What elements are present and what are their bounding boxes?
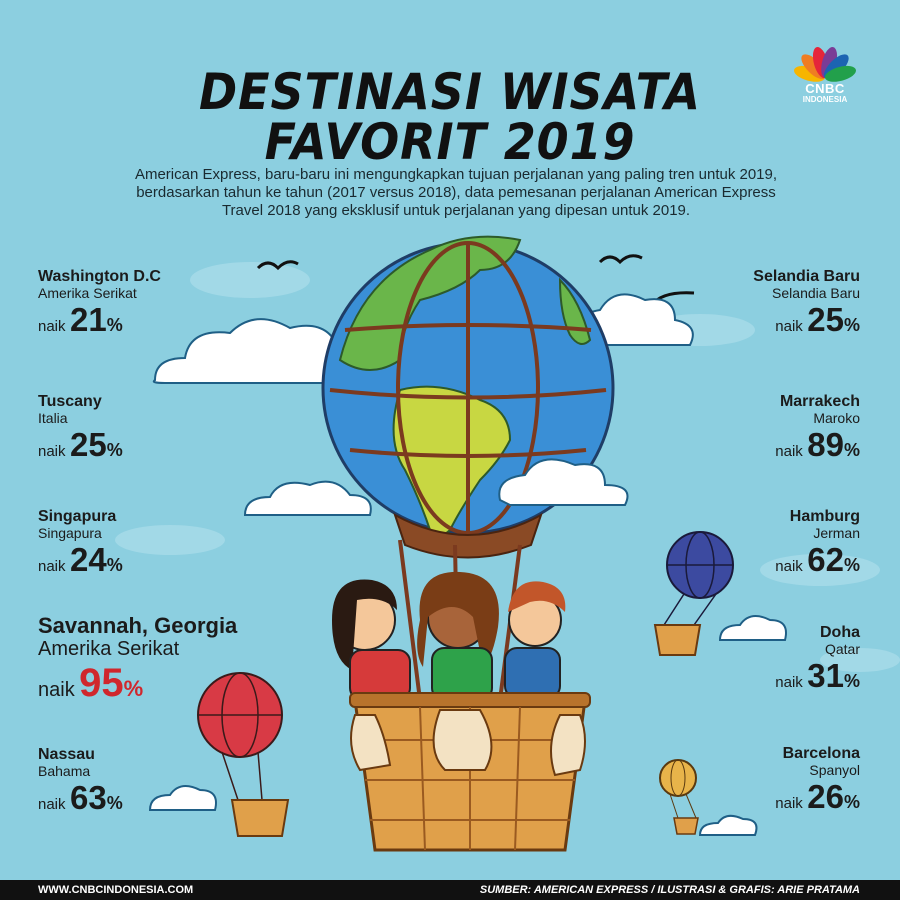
percent-value: 89 [807, 426, 844, 463]
naik-label: naik [775, 443, 803, 460]
percent-sign: % [843, 315, 860, 335]
city-name: Barcelona [782, 745, 860, 762]
country-name: Maroko [813, 410, 860, 426]
intro-text: American Express, baru-baru ini mengungk… [134, 166, 778, 219]
country-name: Jerman [813, 525, 860, 541]
country-name: Spanyol [809, 762, 860, 778]
percent-sign: % [843, 555, 860, 575]
city-name: Washington D.C [38, 268, 161, 285]
destination-tuscany: Tuscany Italia naik 25% [38, 393, 218, 462]
percent-value: 62 [807, 541, 844, 578]
percent-sign: % [106, 440, 123, 460]
percent-sign: % [106, 793, 123, 813]
city-name: Tuscany [38, 393, 102, 410]
destination-hamburg: Hamburg Jerman naik 62% [680, 508, 860, 577]
logo-sub: INDONESIA [802, 95, 848, 104]
cloud-icon [152, 293, 694, 384]
percent-value: 21 [69, 301, 107, 338]
destination-nassau: Nassau Bahama naik 63% [38, 746, 218, 815]
naik-label: naik [775, 318, 803, 335]
country-name: Bahama [38, 763, 91, 779]
destination-selandia-baru: Selandia Baru Selandia Baru naik 25% [680, 268, 860, 337]
naik-label: naik [775, 558, 803, 575]
page-title-line2: FAVORIT 2019 [264, 113, 636, 171]
percent-sign: % [843, 792, 860, 812]
city-name: Selandia Baru [753, 268, 860, 285]
footer-source: SUMBER: AMERICAN EXPRESS / ILUSTRASI & G… [479, 884, 860, 896]
country-name: Amerika Serikat [38, 285, 137, 301]
peacock-feather [824, 65, 857, 82]
cloud-icon [148, 458, 787, 836]
naik-label: naik [38, 558, 66, 575]
city-name: Hamburg [789, 508, 860, 525]
country-name: Selandia Baru [772, 285, 860, 301]
city-name: Savannah, Georgia [38, 613, 238, 638]
percent-value: 95 [79, 661, 124, 705]
percent-value: 25 [69, 426, 107, 463]
destination-doha: Doha Qatar naik 31% [680, 624, 860, 693]
city-name: Nassau [38, 746, 95, 763]
hot-air-balloon-illustration [115, 235, 900, 852]
country-name: Singapura [38, 525, 102, 541]
country-name: Amerika Serikat [38, 638, 180, 660]
naik-label: naik [775, 674, 803, 691]
destination-marrakech: Marrakech Maroko naik 89% [680, 393, 860, 462]
basket-illustration [349, 692, 591, 852]
travelers-illustration [332, 571, 566, 701]
destination-savannah: Savannah, Georgia Amerika Serikat naik 9… [38, 613, 278, 705]
city-name: Marrakech [779, 393, 860, 410]
blue-balloon [653, 531, 734, 656]
cnbc-peacock-logo-icon [793, 46, 857, 82]
percent-value: 26 [807, 778, 844, 815]
percent-sign: % [106, 555, 123, 575]
percent-sign: % [123, 676, 144, 701]
country-name: Qatar [824, 641, 860, 657]
naik-label: naik [38, 796, 66, 813]
country-name: Italia [38, 410, 68, 426]
percent-value: 31 [807, 657, 844, 694]
percent-sign: % [843, 440, 860, 460]
naik-label: naik [38, 318, 66, 335]
footer-website: WWW.CNBCINDONESIA.COM [38, 884, 194, 896]
city-name: Doha [820, 624, 860, 641]
naik-label: naik [775, 795, 803, 812]
percent-value: 25 [807, 301, 844, 338]
destination-singapura: Singapura Singapura naik 24% [38, 508, 218, 577]
yellow-balloon [659, 759, 699, 835]
logo-brand: CNBC [805, 81, 845, 96]
percent-value: 63 [69, 779, 107, 816]
percent-sign: % [106, 315, 123, 335]
footer-bar: WWW.CNBCINDONESIA.COM SUMBER: AMERICAN E… [0, 880, 900, 900]
destination-washington: Washington D.C Amerika Serikat naik 21% [38, 268, 218, 337]
page-title-line1: DESTINASI WISATA [199, 63, 701, 121]
naik-label: naik [38, 443, 66, 460]
city-name: Singapura [38, 508, 117, 525]
percent-sign: % [843, 671, 860, 691]
red-balloon [197, 672, 290, 837]
destination-barcelona: Barcelona Spanyol naik 26% [680, 745, 860, 814]
naik-label: naik [38, 679, 75, 701]
percent-value: 24 [69, 541, 107, 578]
